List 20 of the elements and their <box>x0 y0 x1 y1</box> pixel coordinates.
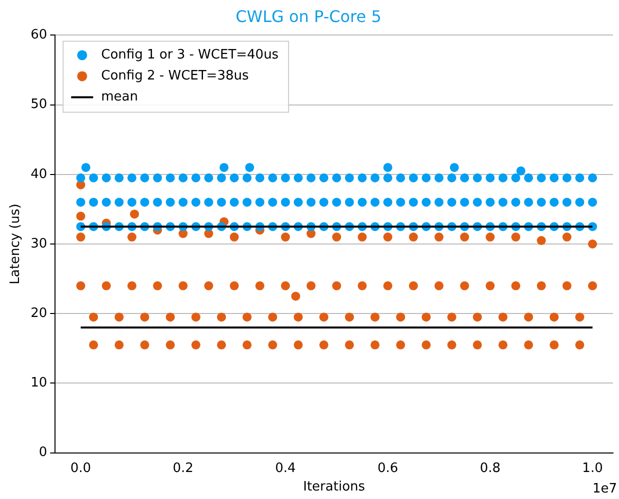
x-tick-label: 0.2 <box>172 460 194 476</box>
y-tick-label: 0 <box>38 445 48 460</box>
y-tick-label: 60 <box>30 28 48 43</box>
text: 1e7 <box>592 482 617 497</box>
chart-title: CWLG on P-Core 5 <box>236 6 382 26</box>
x-tick-label: 0.0 <box>70 460 92 476</box>
y-tick-label: 10 <box>30 376 48 391</box>
y-axis-title: Latency (us) <box>8 204 24 284</box>
legend-label: Config 2 - WCET=38us <box>101 68 249 84</box>
legend-label: Config 1 or 3 - WCET=40us <box>101 48 279 63</box>
y-tick-label: 50 <box>30 97 48 112</box>
x-tick-label: 0.8 <box>480 460 501 476</box>
legend-label: mean <box>101 90 138 105</box>
y-tick-label: 20 <box>30 306 48 321</box>
x-axis-title: Iterations <box>303 480 366 495</box>
x-tick-label: 0.6 <box>377 460 398 476</box>
x-tick-label: 1.0 <box>582 460 603 476</box>
x-tick-label: 0.4 <box>275 460 296 476</box>
y-tick-label: 30 <box>30 236 48 252</box>
y-tick-label: 40 <box>30 166 48 182</box>
